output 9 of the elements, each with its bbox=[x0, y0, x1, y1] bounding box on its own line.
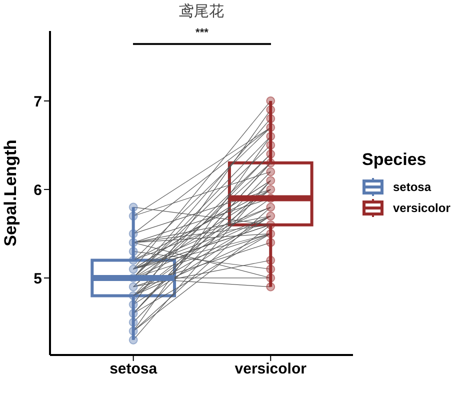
y-axis-title: Sepal.Length bbox=[1, 140, 20, 246]
y-tick-label: 7 bbox=[34, 93, 42, 110]
legend-title: Species bbox=[362, 150, 428, 170]
chart-title: 鸢尾花 bbox=[178, 2, 225, 21]
legend-label: versicolor bbox=[393, 200, 450, 214]
y-tick-label: 6 bbox=[34, 182, 42, 199]
legend-label: setosa bbox=[393, 180, 432, 194]
annotation: *** bbox=[194, 27, 210, 39]
y-tick-label: 5 bbox=[34, 270, 42, 288]
